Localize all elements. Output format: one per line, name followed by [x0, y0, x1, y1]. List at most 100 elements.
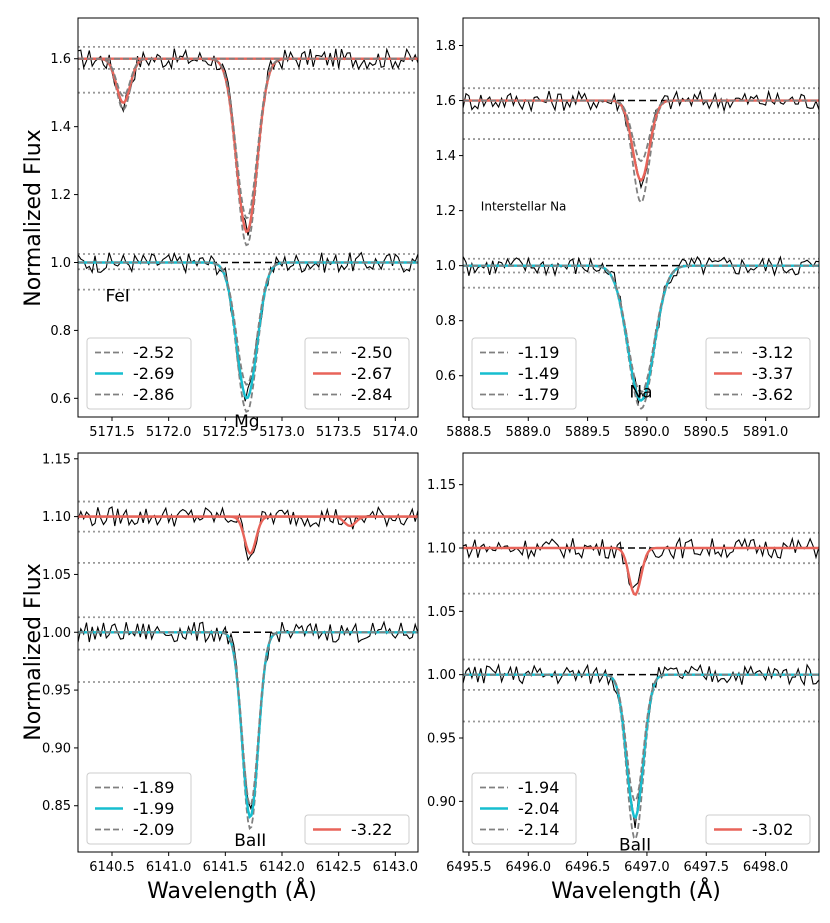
x-tick-label: 5173.5: [316, 425, 362, 440]
observed-spectrum: [78, 47, 418, 236]
synthetic-bound: [463, 99, 819, 163]
y-tick-label: 0.6: [50, 392, 71, 407]
legend-label: -1.79: [518, 385, 559, 404]
legend-box: [471, 772, 577, 845]
x-tick-label: 5890.0: [624, 425, 670, 440]
legend-label: -3.12: [752, 343, 793, 362]
legend-label: -2.84: [351, 385, 392, 404]
legend-label: -2.14: [518, 820, 559, 839]
panel-bottom-left: 6140.5 6141.0 6141.5 6142.0 6142.5 6143.0 0.85…: [42, 452, 419, 875]
y-tick-label: 1.15: [42, 452, 71, 467]
y-tick-label: 0.95: [427, 732, 456, 747]
x-tick-label: 6495.5: [446, 860, 492, 875]
y-tick-label: 1.4: [435, 149, 456, 164]
x-tick-label: 6141.0: [146, 860, 192, 875]
synthetic-fit: [463, 99, 819, 183]
x-tick-label: 5889.0: [506, 425, 552, 440]
y-tick-label: 0.95: [42, 684, 71, 699]
y-tick-label: 1.2: [50, 188, 71, 203]
panel-top-left: 5171.5 5172.0 5172.5 5173.0 5173.5 5174.0 0.6 0…: [50, 17, 419, 440]
synthetic-bound: [78, 261, 418, 386]
line-annotation: Interstellar Na: [481, 200, 567, 214]
y-tick-label: 1.2: [435, 204, 456, 219]
legend-label: -3.02: [752, 820, 793, 839]
line-annotation: BaII: [619, 836, 651, 856]
xlabel-left: Wavelength (Å): [147, 877, 317, 904]
x-tick-label: 5174.0: [373, 425, 419, 440]
x-tick-label: 6497.5: [684, 860, 730, 875]
legend-label: -2.52: [133, 343, 174, 362]
panel-top-right: 5888.5 5889.0 5889.5 5890.0 5890.5 5891.0 0.6 0…: [435, 17, 820, 440]
x-tick-label: 6497.0: [624, 860, 670, 875]
x-tick-label: 6142.0: [259, 860, 305, 875]
synthetic-fit: [463, 546, 819, 597]
y-tick-label: 1.00: [42, 626, 71, 641]
legend-label: -2.86: [133, 385, 174, 404]
legend-label: -2.50: [351, 343, 392, 362]
legend-label: -1.89: [133, 778, 174, 797]
y-tick-label: 0.90: [427, 795, 456, 810]
y-tick-label: 0.85: [42, 799, 71, 814]
legend-lower-left: -2.52 -2.69 -2.86: [86, 337, 192, 410]
y-tick-label: 1.00: [427, 668, 456, 683]
legend-lower-left: -1.19 -1.49 -1.79: [471, 337, 577, 410]
legend-box: [86, 337, 192, 410]
legend-box: [471, 337, 577, 410]
axes-frame: [77, 17, 419, 418]
y-tick-label: 1.15: [427, 478, 456, 493]
axes-frame: [462, 17, 820, 418]
y-tick-label: 0.90: [42, 741, 71, 756]
y-tick-label: 0.6: [435, 369, 456, 384]
synthetic-bound: [463, 264, 819, 394]
y-tick-label: 1.05: [42, 568, 71, 583]
line-annotation: FeI: [106, 287, 130, 307]
legend-lower-right: -2.50 -2.67 -2.84: [304, 337, 410, 410]
x-tick-label: 5172.5: [203, 425, 249, 440]
axes-frame: [462, 452, 820, 853]
x-tick-label: 6141.5: [203, 860, 249, 875]
legend-box: [304, 337, 410, 410]
y-tick-label: 1.4: [50, 120, 71, 135]
synthetic-bound: [463, 673, 819, 803]
x-tick-label: 5890.5: [684, 425, 730, 440]
y-tick-label: 1.6: [435, 94, 456, 109]
legend-label: -1.19: [518, 343, 559, 362]
ylabel-bottom: Normalized Flux: [21, 563, 46, 740]
x-tick-label: 6498.0: [743, 860, 789, 875]
xlabel-right: Wavelength (Å): [551, 877, 721, 904]
legend-lower-right: -3.02: [705, 814, 811, 845]
plot-area: [463, 87, 819, 410]
y-tick-label: 1.05: [427, 605, 456, 620]
plot-area: [78, 500, 418, 831]
line-annotation: Na: [629, 383, 652, 403]
x-tick-label: 6496.5: [565, 860, 611, 875]
y-tick-label: 1.10: [42, 510, 71, 525]
ylabel-top: Normalized Flux: [21, 129, 46, 306]
observed-spectrum: [463, 89, 819, 190]
y-tick-label: 1.0: [50, 256, 71, 271]
y-tick-label: 1.8: [435, 39, 456, 54]
x-tick-label: 6143.0: [373, 860, 419, 875]
x-tick-label: 6142.5: [316, 860, 362, 875]
legend-lower-left: -1.89 -1.99 -2.09: [86, 772, 192, 845]
legend-lower-right: -3.12 -3.37 -3.62: [705, 337, 811, 410]
y-tick-label: 0.8: [50, 324, 71, 339]
legend-label: -1.99: [133, 799, 174, 818]
axes-frame: [77, 452, 419, 853]
legend-label: -2.69: [133, 364, 174, 383]
legend-label: -2.09: [133, 820, 174, 839]
plot-area: [78, 45, 418, 413]
legend-box: [705, 337, 811, 410]
x-tick-label: 5172.0: [146, 425, 192, 440]
legend-box: [705, 814, 811, 845]
y-tick-label: 0.8: [435, 314, 456, 329]
x-tick-label: 5891.0: [743, 425, 789, 440]
legend-label: -3.22: [351, 820, 392, 839]
y-tick-label: 1.10: [427, 542, 456, 557]
x-tick-label: 6140.5: [89, 860, 135, 875]
legend-label: -1.94: [518, 778, 559, 797]
legend-lower-left: -1.94 -2.04 -2.14: [471, 772, 577, 845]
x-tick-label: 6496.0: [506, 860, 552, 875]
synthetic-bound: [78, 57, 418, 220]
